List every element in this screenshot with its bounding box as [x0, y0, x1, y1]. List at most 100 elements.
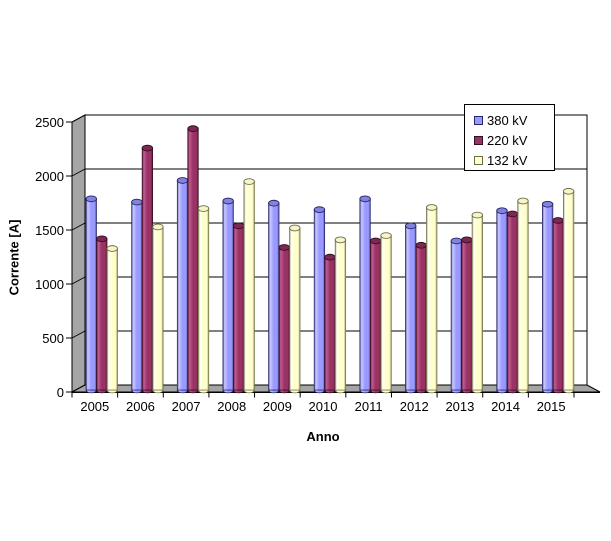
bar-top-cap [496, 207, 508, 215]
legend: 380 kV 220 kV 132 kV [464, 104, 555, 171]
bar-2009-380kV [268, 202, 280, 391]
bar-2013-220kV [461, 239, 473, 391]
bar-top-cap [541, 200, 554, 208]
bar-2012-380kV [405, 225, 417, 391]
bar-bottom-cap [334, 389, 347, 394]
bar-2009-220kV [278, 247, 290, 391]
bar-bottom-cap [96, 389, 108, 394]
bar-bottom-cap [222, 389, 234, 394]
y-tick-label: 500 [42, 331, 64, 346]
bar-bottom-cap [426, 389, 438, 394]
legend-item: 220 kV [474, 130, 554, 150]
bar-bottom-cap [369, 389, 382, 394]
y-axis-title: Corrente [A] [6, 219, 22, 296]
bar-2007-132kV [197, 208, 210, 391]
bar-2005-132kV [106, 248, 118, 391]
x-tick-label: 2007 [171, 399, 201, 414]
bar-bottom-cap [243, 389, 255, 394]
bar-top-cap [562, 187, 575, 195]
bar-bottom-cap [471, 389, 483, 394]
bar-2012-220kV [415, 244, 427, 391]
wall-joint-line [71, 222, 86, 231]
bar-2014-220kV [506, 213, 519, 391]
bar-top-cap [278, 244, 290, 251]
bar-bottom-cap [85, 389, 97, 394]
bar-bottom-cap [141, 389, 154, 394]
bar-bottom-cap [313, 389, 326, 394]
bar-2007-380kV [176, 180, 189, 391]
bar-top-cap [96, 235, 108, 243]
y-tick-label: 2000 [35, 169, 64, 184]
bar-top-cap [334, 236, 347, 244]
bar-bottom-cap [324, 389, 336, 394]
wall-joint-line [71, 114, 86, 123]
bar-bottom-cap [541, 389, 554, 394]
bar-2006-380kV [131, 201, 143, 391]
bar-bottom-cap [233, 389, 245, 394]
y-tick-label: 1000 [35, 277, 64, 292]
bar-2010-220kV [324, 256, 336, 391]
bar-2014-380kV [496, 210, 508, 391]
bar-top-cap [141, 144, 154, 152]
bar-2013-132kV [471, 214, 483, 391]
bar-top-cap [289, 224, 301, 232]
wall-joint-line [71, 276, 86, 285]
bar-2008-380kV [222, 200, 234, 391]
y-tick-label: 2500 [35, 115, 64, 130]
bar-2009-132kV [289, 227, 301, 391]
y-tick-label: 1500 [35, 223, 64, 238]
bar-2011-132kV [380, 235, 392, 391]
bar-top-cap [415, 241, 427, 249]
x-tick-label: 2010 [308, 399, 338, 414]
bar-top-cap [426, 204, 438, 211]
bar-2012-132kV [426, 207, 438, 391]
bar-2007-220kV [187, 128, 199, 391]
bar-bottom-cap [176, 389, 189, 394]
bar-bottom-cap [450, 389, 462, 394]
bar-top-cap [243, 178, 255, 185]
bar-2011-380kV [359, 198, 371, 391]
y-tick-label: 0 [56, 385, 64, 400]
bar-bottom-cap [152, 389, 164, 394]
bar-top-cap [313, 206, 326, 213]
bar-2015-132kV [563, 190, 575, 391]
bar-2008-132kV [243, 181, 255, 391]
bar-top-cap [324, 253, 336, 261]
bar-top-cap [506, 210, 519, 218]
bar-bottom-cap [359, 389, 371, 394]
x-tick-label: 2012 [399, 399, 429, 414]
bar-bottom-cap [405, 389, 417, 394]
bar-2006-220kV [141, 147, 153, 391]
bar-bottom-cap [106, 389, 118, 394]
bar-top-cap [405, 222, 417, 230]
bar-top-cap [268, 199, 280, 207]
bar-2006-132kV [152, 226, 164, 391]
bar-top-cap [471, 211, 484, 219]
bar-bottom-cap [517, 389, 529, 394]
bar-top-cap [380, 232, 392, 239]
x-tick-label: 2009 [262, 399, 292, 414]
bar-top-cap [85, 195, 97, 203]
bar-bottom-cap [562, 389, 575, 394]
wall-joint-line [71, 168, 86, 177]
x-tick-label: 2008 [217, 399, 247, 414]
bar-bottom-cap [289, 389, 301, 394]
bar-top-cap [152, 223, 164, 231]
x-tick-label: 2005 [80, 399, 110, 414]
bar-2015-380kV [542, 203, 554, 391]
bar-2015-220kV [552, 220, 564, 391]
bar-bottom-cap [506, 389, 519, 394]
x-tick-label: 2014 [491, 399, 520, 414]
bar-bottom-cap [187, 389, 199, 394]
bar-2014-132kV [517, 200, 529, 391]
left-wall [71, 114, 86, 393]
x-tick-label: 2015 [536, 399, 566, 414]
x-axis-title: Anno [306, 429, 340, 444]
bar-2010-132kV [334, 239, 347, 391]
legend-swatch-icon [474, 115, 483, 125]
bar-bottom-cap [380, 389, 392, 394]
bar-2013-380kV [450, 240, 462, 391]
x-tick-label: 2006 [125, 399, 155, 414]
